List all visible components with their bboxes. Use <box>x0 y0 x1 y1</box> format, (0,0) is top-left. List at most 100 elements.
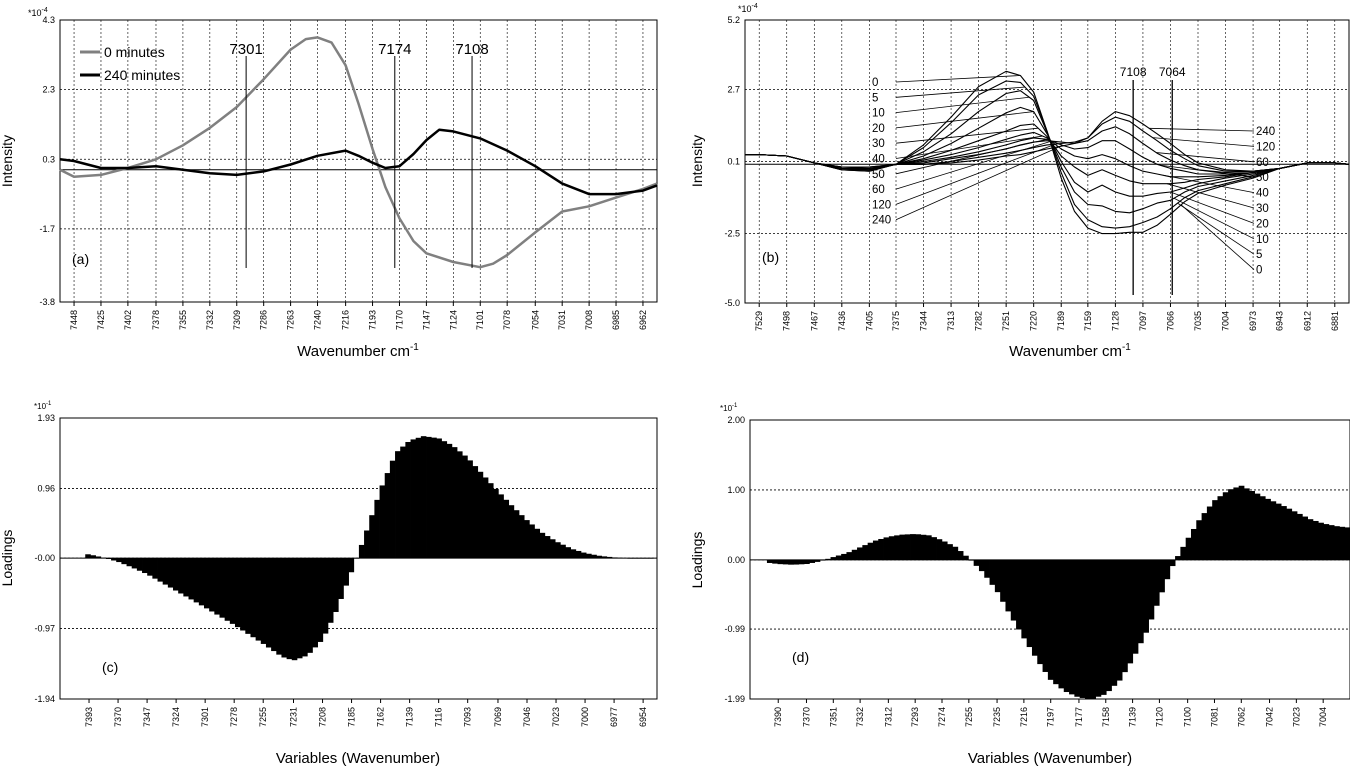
loading-bar <box>234 558 241 628</box>
x-tick-label: 7231 <box>288 707 298 727</box>
loading-bar <box>410 439 417 559</box>
panel-a-x-ticks: 7448 7425 7402 7378 7355 7332 7309 7286 7263 7240… <box>69 302 648 330</box>
loading-bar <box>1074 559 1081 697</box>
loading-bar <box>240 558 246 631</box>
loading-bar <box>348 558 355 573</box>
loading-bar <box>1079 559 1086 698</box>
series-label-right-30: 30 <box>1256 203 1269 215</box>
loading-bar <box>302 558 308 657</box>
loading-bar <box>1010 559 1017 621</box>
series-label-left-60: 60 <box>872 184 885 196</box>
panel-c-exponent: *10-1 <box>34 401 52 411</box>
x-tick-label: 7062 <box>1236 707 1246 727</box>
loading-bar <box>601 556 608 559</box>
x-tick-label: 7147 <box>421 310 431 330</box>
x-tick-label: 6881 <box>1330 311 1340 331</box>
loading-bar <box>1047 559 1054 680</box>
loading-bar <box>1132 559 1139 654</box>
loading-bar <box>1016 559 1022 630</box>
loading-bar <box>1233 487 1240 560</box>
panel-b-grid <box>745 20 1349 303</box>
loading-bar <box>1281 506 1287 560</box>
loading-bar <box>835 555 842 560</box>
x-tick-label: 6943 <box>1275 311 1285 331</box>
loading-bar <box>126 558 133 567</box>
loading-bar <box>219 558 226 618</box>
x-tick-label: 7158 <box>1101 707 1111 727</box>
loading-bar <box>766 559 773 563</box>
y-tick-label: -5.0 <box>724 298 740 308</box>
series-label-left-240: 240 <box>872 215 891 227</box>
leader-left-120 <box>895 143 1057 205</box>
loading-bar <box>198 558 205 606</box>
x-tick-label: 7393 <box>84 707 94 727</box>
loading-bar <box>915 534 922 560</box>
series-label-left-30: 30 <box>872 138 885 150</box>
loading-bar <box>888 536 895 560</box>
x-tick-label: 7185 <box>347 707 357 727</box>
y-tick-label: 1.93 <box>37 413 55 423</box>
loading-bar <box>606 556 613 559</box>
x-tick-label: 7170 <box>394 310 404 330</box>
loading-bar <box>878 538 884 560</box>
leader-left-10 <box>895 96 1030 113</box>
loading-bar <box>984 559 990 578</box>
x-tick-label: 7324 <box>171 707 181 727</box>
loading-bar <box>936 539 943 560</box>
panel-b-label: (b) <box>762 249 779 265</box>
x-tick-label: 6954 <box>638 707 648 727</box>
loading-bar <box>1270 501 1277 560</box>
annotation-label-7108: 7108 <box>1120 65 1147 79</box>
loading-bar <box>508 505 515 559</box>
panel-a-plot-frame <box>59 19 658 303</box>
x-tick-label: 7498 <box>782 311 792 331</box>
panel-a-exponent: *10-4 <box>28 7 48 18</box>
loading-bar <box>317 558 324 642</box>
loading-bar <box>426 436 432 559</box>
y-tick-label: 0.00 <box>727 555 745 565</box>
panel-b-exponent: *10-4 <box>738 3 758 14</box>
loading-bar <box>814 559 821 562</box>
series-label-right-60: 60 <box>1256 157 1269 169</box>
series-label-left-40: 40 <box>872 154 885 166</box>
panel-d-label: (d) <box>792 649 809 665</box>
loading-bar <box>152 558 158 579</box>
x-tick-label: 6973 <box>1248 311 1258 331</box>
leader-right-120 <box>1152 137 1255 147</box>
loading-bar <box>1164 559 1171 580</box>
loading-bar <box>462 455 468 559</box>
loading-bar <box>544 536 551 559</box>
leader-right-30 <box>1166 183 1255 209</box>
series-label-right-10: 10 <box>1256 234 1269 246</box>
panel-b-y-ticks: -5.0 -2.5 0.1 2.7 5.2 <box>724 15 740 308</box>
loading-bar <box>364 530 370 559</box>
loading-bar <box>389 460 396 559</box>
leader-left-20 <box>895 111 1034 129</box>
loading-bar <box>910 534 916 560</box>
x-tick-label: 7220 <box>1029 311 1039 331</box>
loading-bar <box>451 447 458 559</box>
panel-b-xlabel: Wavenumber cm-1 <box>1009 342 1131 360</box>
panel-b-annotations: 7108 7064 <box>1120 65 1186 295</box>
x-tick-label: 7139 <box>405 707 415 727</box>
panel-c-label: (c) <box>102 659 118 675</box>
loading-bar <box>513 510 520 559</box>
loading-bar <box>1302 516 1308 560</box>
x-tick-label: 7301 <box>200 707 210 727</box>
legend-label-0-minutes: 0 minutes <box>104 44 165 60</box>
x-tick-label: 7240 <box>313 310 323 330</box>
loading-bar <box>957 551 964 560</box>
loading-bar <box>333 558 339 612</box>
series-label-left-5: 5 <box>872 92 878 104</box>
series-label-right-240: 240 <box>1256 126 1275 138</box>
y-tick-label: -3.8 <box>39 297 55 307</box>
series-line-240-minutes <box>59 128 658 196</box>
loading-bar <box>772 559 778 564</box>
leader-right-50 <box>1159 164 1255 178</box>
x-tick-label: 7120 <box>1154 707 1164 727</box>
loading-bar <box>963 555 969 560</box>
leader-left-240 <box>895 146 1061 221</box>
loading-bar <box>899 534 906 560</box>
loading-bar <box>798 559 805 565</box>
